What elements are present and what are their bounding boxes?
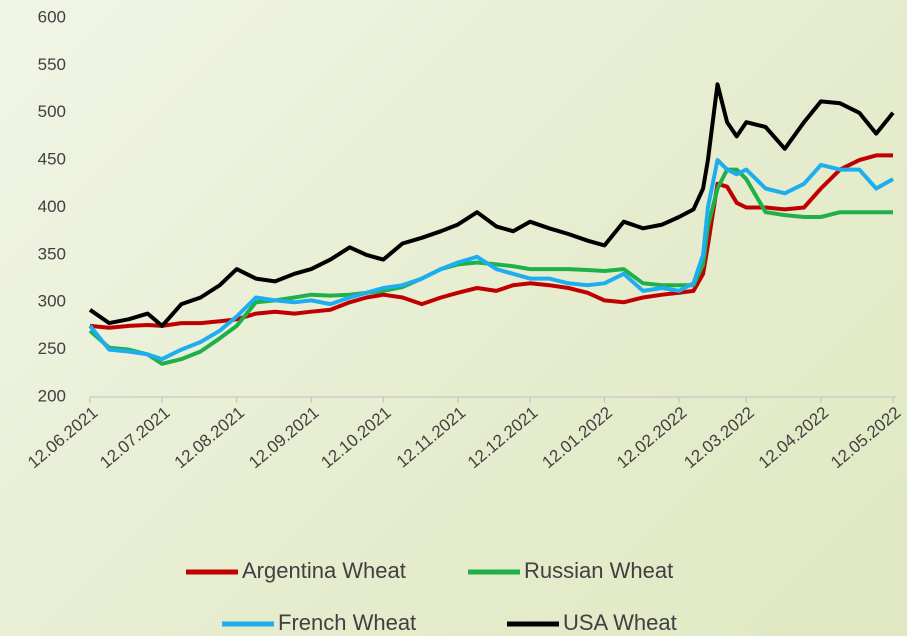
x-tick-label: 12.10.2021	[317, 403, 394, 472]
legend-label: Russian Wheat	[524, 558, 673, 583]
y-tick-label: 500	[38, 102, 66, 121]
x-tick-label: 12.03.2022	[680, 403, 757, 472]
y-tick-label: 550	[38, 55, 66, 74]
x-tick-label: 12.09.2021	[245, 403, 322, 472]
y-tick-label: 600	[38, 7, 66, 26]
x-tick-label: 12.01.2022	[539, 403, 616, 472]
y-tick-label: 400	[38, 197, 66, 216]
series-line	[88, 158, 894, 362]
legend-label: USA Wheat	[563, 610, 677, 635]
series-line	[89, 153, 893, 330]
x-tick-label: 12.06.2021	[24, 403, 101, 472]
x-tick-label: 12.04.2022	[755, 403, 832, 472]
x-tick-label: 12.12.2021	[464, 403, 541, 472]
x-tick-label: 12.07.2021	[96, 403, 173, 472]
x-tick-label: 12.08.2021	[171, 403, 248, 472]
y-tick-label: 250	[38, 339, 66, 358]
legend-label: French Wheat	[278, 610, 416, 635]
x-tick-label: 12.02.2022	[613, 403, 690, 472]
x-tick-label: 12.11.2021	[393, 403, 469, 471]
y-tick-label: 350	[38, 244, 66, 263]
legend-label: Argentina Wheat	[242, 558, 406, 583]
x-tick-label: 12.05.2022	[827, 403, 904, 472]
y-tick-label: 200	[38, 386, 66, 405]
series-line	[88, 167, 893, 366]
y-tick-label: 450	[38, 150, 66, 169]
series-line	[88, 82, 895, 328]
y-tick-label: 300	[38, 292, 66, 311]
